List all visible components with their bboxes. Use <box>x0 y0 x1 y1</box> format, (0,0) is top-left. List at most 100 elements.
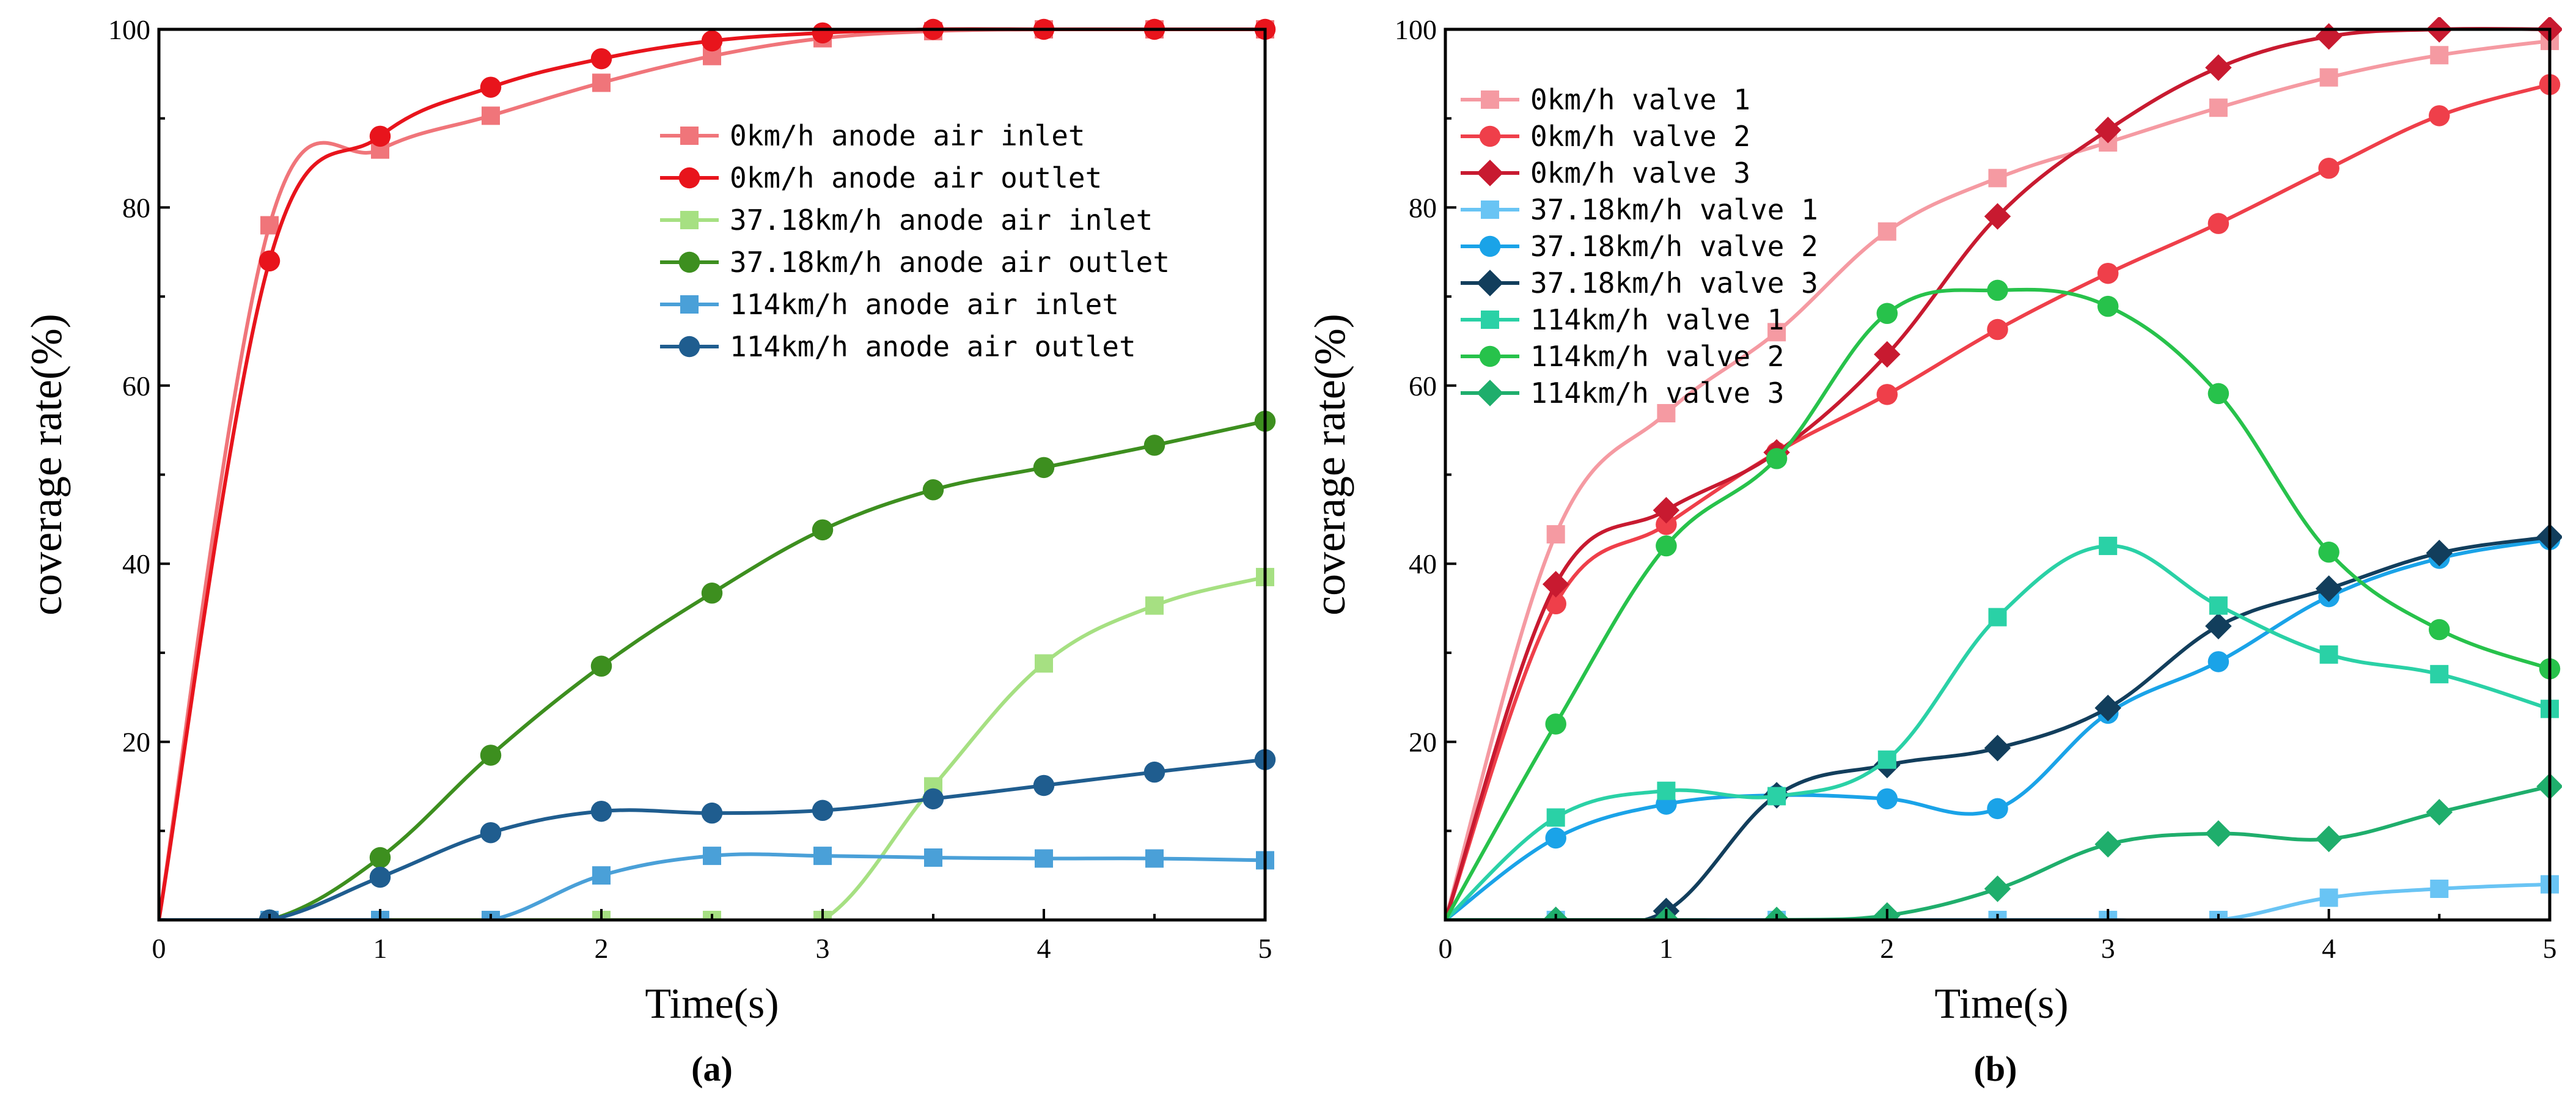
chart-a: coverage rate(%) Time(s) (a) <box>22 314 779 1089</box>
chart-a-series-5-point-5 <box>701 802 723 824</box>
chart-a-series-2-point-8 <box>1035 654 1053 673</box>
chart-b-x-tick-label-4: 4 <box>2322 933 2336 964</box>
chart-a-series-3-line <box>159 419 1266 920</box>
chart-b-series-5-point-6 <box>2094 694 2121 721</box>
chart-a-series-5-point-8 <box>1033 774 1055 796</box>
chart-a-series-1-point-5 <box>701 30 723 52</box>
chart-b-series-7-point-7 <box>2207 383 2229 405</box>
chart-a-legend-swatch-marker-2 <box>680 211 699 229</box>
chart-a-legend-label-1: 0km/h anode air outlet <box>730 161 1102 194</box>
chart-a-legend-label-2: 37.18km/h anode air inlet <box>730 204 1153 237</box>
chart-b-series-7-point-6 <box>2097 295 2119 317</box>
chart-b-series-1-point-8 <box>2318 158 2339 179</box>
chart-b-legend-swatch-marker-8 <box>1477 380 1503 406</box>
chart-a-series-0-point-3 <box>482 106 500 125</box>
chart-b-series-2-point-4 <box>1874 341 1901 368</box>
chart-b-series-7-line <box>1445 287 2550 920</box>
chart-a-legend-label-0: 0km/h anode air inlet <box>730 119 1085 152</box>
chart-b-series-6-point-2 <box>1657 781 1676 800</box>
chart-b-panel-label: (b) <box>1974 1049 2017 1089</box>
chart-b-series-0-point-5 <box>1988 169 2007 188</box>
chart-b-series-3-point-8 <box>2319 888 2338 907</box>
chart-b: coverage rate(%) Time(s) (b) <box>1305 314 2069 1089</box>
chart-a-series-4-point-4 <box>592 866 611 885</box>
chart-a-series-4-point-9 <box>1145 849 1164 868</box>
chart-b-series-7-point-5 <box>1987 279 2008 301</box>
chart-b-series-6 <box>1445 537 2559 920</box>
chart-a-series-3-point-9 <box>1143 435 1165 456</box>
chart-b-series-0-point-2 <box>1657 403 1676 422</box>
chart-b-series-8-point-8 <box>2315 825 2343 853</box>
chart-a-x-tick-label-0: 0 <box>152 933 166 964</box>
chart-b-series-0-point-3 <box>1767 323 1786 342</box>
chart-b-x-tick-label-5: 5 <box>2543 933 2557 964</box>
chart-b-series-0-point-1 <box>1546 525 1565 544</box>
chart-a-legend-swatch-marker-5 <box>678 336 700 358</box>
chart-a-x-tick-label-4: 4 <box>1037 933 1051 964</box>
chart-b-series-1-point-7 <box>2207 213 2229 234</box>
chart-b-y-tick-label-0: 20 <box>1409 727 1437 758</box>
chart-b-series-8-point-5 <box>1984 875 2011 902</box>
chart-b-series-7-point-2 <box>1656 535 1677 557</box>
chart-a-series-3-point-7 <box>922 479 944 501</box>
chart-b-series-1-point-9 <box>2429 105 2450 127</box>
chart-b-x-tick-label-3: 3 <box>2101 933 2115 964</box>
chart-b-series-7 <box>1445 279 2561 920</box>
chart-a-series-2 <box>159 568 1274 920</box>
chart-b-series-2-point-8 <box>2315 23 2343 50</box>
chart-a-legend-label-4: 114km/h anode air inlet <box>730 288 1119 321</box>
chart-b-legend-swatch-marker-1 <box>1479 125 1501 147</box>
chart-a-series-4-point-5 <box>703 847 721 866</box>
chart-b-legend-label-3: 37.18km/h valve 1 <box>1530 193 1818 226</box>
chart-b-series-4 <box>1445 529 2561 920</box>
chart-a-series-3-point-8 <box>1033 457 1055 479</box>
chart-b-series-8-point-1 <box>1542 907 1569 920</box>
chart-b-series-8-point-3 <box>1763 907 1790 920</box>
chart-b-legend-swatch-marker-0 <box>1481 90 1499 109</box>
chart-b-series-2-point-1 <box>1542 570 1569 598</box>
chart-a-series-2-point-9 <box>1145 596 1164 615</box>
chart-b-series-8-point-7 <box>2205 820 2232 847</box>
chart-a-series-5-point-7 <box>922 788 944 810</box>
chart-b-series-4-point-1 <box>1545 827 1566 849</box>
chart-a-x-axis-title: Time(s) <box>645 980 779 1028</box>
chart-b-series-5-point-8 <box>2315 575 2343 602</box>
chart-b-series-1-point-5 <box>1987 318 2008 340</box>
chart-b-series-0-point-7 <box>2209 98 2228 117</box>
chart-a-legend: 0km/h anode air inlet 0km/h anode air out… <box>660 119 1170 363</box>
chart-b-legend-swatch-marker-4 <box>1479 235 1501 257</box>
chart-b-series-2 <box>1445 17 2562 920</box>
chart-b-series-6-point-5 <box>1988 608 2007 627</box>
chart-a-series-0-point-1 <box>260 216 279 235</box>
chart-a-legend-swatch-marker-0 <box>680 127 699 145</box>
chart-a-series-3-point-3 <box>480 745 502 766</box>
chart-b-series-6-line <box>1445 544 2550 920</box>
chart-a-series-5-line <box>159 757 1266 920</box>
chart-b-series-6-point-8 <box>2319 645 2338 664</box>
chart-a-series-3 <box>159 410 1276 920</box>
chart-a-series-4-point-7 <box>924 848 942 867</box>
chart-b-x-tick-label-2: 2 <box>1880 933 1894 964</box>
chart-a-series-5-point-3 <box>480 822 502 844</box>
chart-b-series-4-point-7 <box>2207 651 2229 672</box>
chart-a-series-3-point-4 <box>590 655 612 677</box>
chart-b-series-2-point-6 <box>2094 116 2121 144</box>
chart-b-series-5-point-5 <box>1984 735 2011 762</box>
chart-a-x-tick-label-3: 3 <box>816 933 830 964</box>
chart-b-legend-label-1: 0km/h valve 2 <box>1530 120 1750 153</box>
chart-a-series-1-point-4 <box>590 48 612 70</box>
chart-b-legend-swatch-marker-5 <box>1477 270 1503 296</box>
chart-b-series-7-point-9 <box>2429 619 2450 641</box>
chart-b-series-3-line <box>1445 882 2550 920</box>
chart-b-y-tick-label-4: 100 <box>1395 14 1437 45</box>
chart-b-series-6-point-9 <box>2430 664 2449 683</box>
chart-a-series-1-point-6 <box>812 22 834 44</box>
chart-b-legend-swatch-marker-6 <box>1481 311 1499 329</box>
chart-b-y-tick-label-2: 60 <box>1409 370 1437 402</box>
chart-b-series-4-point-4 <box>1876 788 1898 810</box>
chart-b-legend-swatch-marker-7 <box>1479 345 1501 367</box>
chart-a-y-tick-label-3: 80 <box>122 192 150 223</box>
